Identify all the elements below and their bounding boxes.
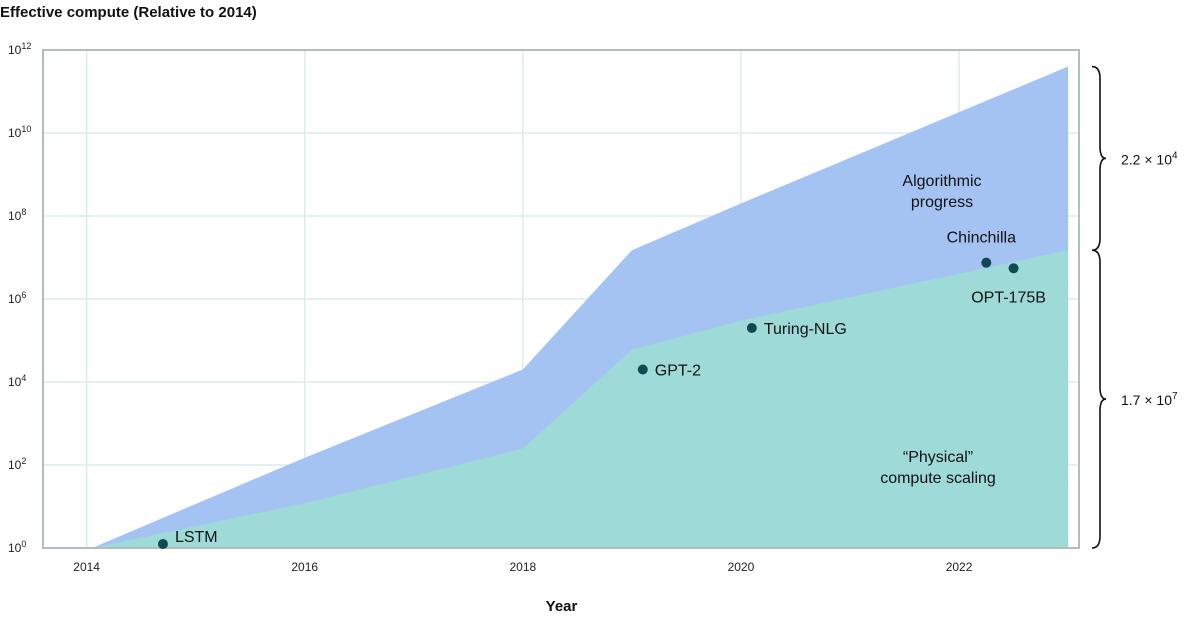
point-label: Chinchilla bbox=[947, 230, 1016, 247]
brace-2 bbox=[1091, 249, 1107, 549]
point-opt-175b bbox=[1008, 263, 1019, 274]
area-labels: Algorithmic progress “Physical” compute sca… bbox=[880, 173, 996, 487]
point-label: Turing-NLG bbox=[764, 321, 847, 338]
point-gpt-2 bbox=[637, 364, 648, 375]
y-tick-label: 100 bbox=[8, 539, 26, 555]
y-tick-label: 102 bbox=[8, 456, 26, 472]
area-series bbox=[92, 66, 1069, 548]
braces: 2.2 × 104 1.7 × 107 bbox=[1091, 65, 1178, 549]
point-label: LSTM bbox=[175, 529, 218, 546]
brace-label: 1.7 × 107 bbox=[1121, 391, 1178, 408]
x-tick-label: 2018 bbox=[509, 560, 536, 574]
y-tick-label: 1010 bbox=[8, 124, 31, 140]
area-label-line: progress bbox=[911, 194, 973, 211]
brace-label: 2.2 × 104 bbox=[1121, 150, 1178, 167]
area-label-line: “Physical” bbox=[903, 449, 973, 466]
point-label: OPT-175B bbox=[971, 289, 1046, 306]
y-tick-label: 106 bbox=[8, 290, 26, 306]
y-tick-label: 1012 bbox=[8, 41, 31, 57]
x-axis-label: Year bbox=[545, 598, 578, 615]
point-turing-nlg bbox=[746, 323, 757, 334]
plot-border bbox=[42, 49, 1080, 549]
y-axis-ticks: 100 102 104 106 108 1010 1012 bbox=[8, 41, 31, 555]
y-tick-label: 104 bbox=[8, 373, 26, 389]
plot-frame bbox=[42, 49, 1080, 549]
point-chinchilla bbox=[981, 257, 992, 268]
chart-title: Effective compute (Relative to 2014) bbox=[0, 4, 257, 21]
area-label-line: Algorithmic bbox=[902, 173, 981, 190]
y-tick-label: 108 bbox=[8, 207, 26, 223]
point-lstm bbox=[157, 539, 168, 549]
x-tick-label: 2014 bbox=[73, 560, 100, 574]
x-tick-label: 2016 bbox=[291, 560, 318, 574]
brace-1 bbox=[1091, 65, 1107, 251]
x-tick-label: 2022 bbox=[946, 560, 973, 574]
point-label: GPT-2 bbox=[655, 363, 701, 380]
x-axis-ticks: 2014 2016 2018 2020 2022 bbox=[73, 560, 972, 574]
area-label-line: compute scaling bbox=[880, 470, 996, 487]
model-points: LSTM GPT-2 Turing-NLG Chinchilla OPT-175B bbox=[157, 230, 1046, 549]
area-series-2 bbox=[92, 250, 1069, 548]
x-tick-label: 2020 bbox=[728, 560, 755, 574]
